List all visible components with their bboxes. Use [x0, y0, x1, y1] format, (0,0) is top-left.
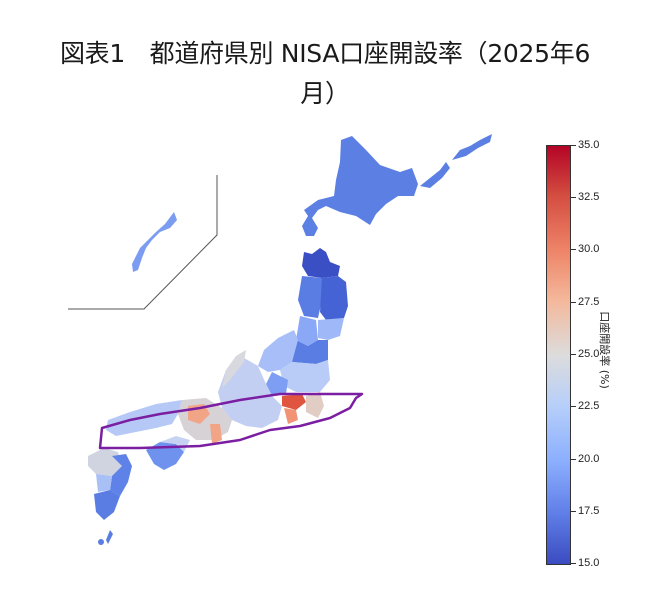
colorbar-tick-label: 32.5	[578, 191, 600, 203]
region-oita-miyazaki	[110, 454, 132, 496]
region-yakushima	[98, 539, 104, 545]
colorbar-tick-label: 17.5	[578, 505, 600, 517]
colorbar	[546, 145, 571, 565]
colorbar-tick	[570, 511, 576, 512]
pacific-belt-highlight	[98, 392, 364, 450]
region-shikoku	[146, 442, 184, 470]
region-kagoshima	[94, 490, 120, 520]
region-niigata	[258, 330, 298, 372]
region-nara	[210, 424, 222, 444]
colorbar-tick	[570, 197, 576, 198]
colorbar-tick	[570, 563, 576, 564]
region-kumamoto	[96, 474, 112, 492]
region-fukushima	[292, 340, 328, 364]
region-kanagawa	[284, 408, 298, 424]
region-kuril	[420, 134, 492, 188]
region-kanto-north	[280, 360, 330, 392]
region-shikoku-north	[160, 436, 190, 452]
colorbar-tick-label: 25.0	[578, 348, 600, 360]
region-aomori	[302, 248, 340, 278]
colorbar-tick-label: 20.0	[578, 453, 600, 465]
okinawa-inset-frame	[68, 175, 218, 310]
colorbar-tick	[570, 249, 576, 250]
region-yamagata	[296, 316, 318, 346]
region-tokyo	[282, 394, 306, 410]
colorbar-label: 口座開設率 (%)	[598, 311, 611, 389]
region-chubu	[218, 358, 282, 428]
colorbar-tick	[570, 459, 576, 460]
chart-title-line2: 月）	[300, 79, 350, 108]
region-hokkaido	[302, 136, 418, 236]
colorbar-tick	[570, 145, 576, 146]
colorbar-tick-label: 35.0	[578, 139, 600, 151]
region-akita	[298, 276, 322, 318]
region-chiba	[306, 392, 324, 418]
chart-title: 図表1 都道府県別 NISA口座開設率（2025年6 月）	[0, 34, 650, 114]
colorbar-tick	[570, 354, 576, 355]
colorbar-tick	[570, 302, 576, 303]
region-gunma	[266, 372, 288, 396]
region-miyagi	[318, 318, 344, 340]
colorbar-tick	[570, 406, 576, 407]
region-kyushu-north	[88, 448, 122, 476]
region-tanegashima	[106, 530, 113, 544]
colorbar-tick-label: 27.5	[578, 296, 600, 308]
colorbar-tick-label: 30.0	[578, 243, 600, 255]
colorbar-tick-label: 22.5	[578, 400, 600, 412]
colorbar-tick-label: 15.0	[578, 557, 600, 569]
region-hokuriku	[222, 350, 246, 388]
region-okinawa	[132, 212, 177, 272]
chart-title-line1: 図表1 都道府県別 NISA口座開設率（2025年6	[59, 39, 591, 68]
region-iwate	[320, 276, 348, 320]
